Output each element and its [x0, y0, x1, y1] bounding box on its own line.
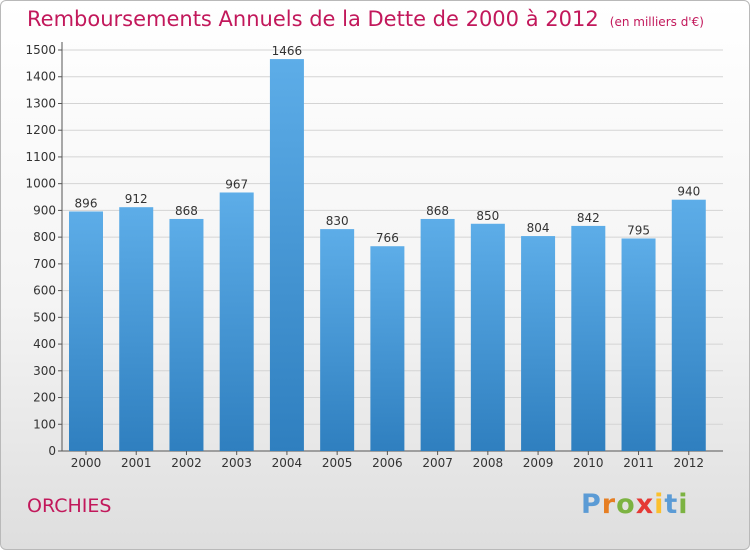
- x-tick-label: 2004: [272, 456, 303, 470]
- chart-title: Remboursements Annuels de la Dette de 20…: [27, 7, 599, 31]
- bar-value-label: 842: [577, 211, 600, 225]
- bar-value-label: 850: [476, 209, 499, 223]
- logo-letter: t: [664, 489, 679, 520]
- x-tick-label: 2002: [171, 456, 202, 470]
- x-tick-label: 2003: [221, 456, 252, 470]
- y-tick-label: 700: [33, 257, 56, 271]
- bar-value-label: 912: [125, 192, 148, 206]
- bar-value-label: 967: [225, 177, 248, 191]
- bar: [420, 218, 455, 451]
- logo-letter: i: [678, 489, 689, 520]
- bar-value-label: 766: [376, 231, 399, 245]
- x-tick-label: 2006: [372, 456, 403, 470]
- y-tick-label: 600: [33, 284, 56, 298]
- x-tick-label: 2012: [673, 456, 704, 470]
- x-tick-label: 2008: [473, 456, 504, 470]
- x-tick-label: 2000: [71, 456, 102, 470]
- x-tick-label: 2001: [121, 456, 152, 470]
- bar-value-label: 940: [677, 185, 700, 199]
- logo-letter: x: [635, 489, 655, 520]
- y-tick-label: 0: [48, 444, 56, 458]
- y-tick-label: 1400: [25, 70, 56, 84]
- bar-value-label: 1466: [272, 44, 303, 58]
- x-tick-label: 2010: [573, 456, 604, 470]
- y-tick-label: 300: [33, 364, 56, 378]
- chart-unit: (en milliers d'€): [609, 15, 704, 29]
- y-tick-label: 900: [33, 203, 56, 217]
- bar-value-label: 795: [627, 223, 650, 237]
- bar: [370, 246, 405, 451]
- logo-letter: P: [581, 489, 602, 520]
- bar: [470, 223, 505, 451]
- bar: [69, 211, 103, 451]
- logo-letter: r: [601, 489, 617, 520]
- bar: [521, 236, 556, 451]
- commune-name: ORCHIES: [27, 495, 112, 517]
- logo-letter: o: [616, 489, 636, 520]
- y-tick-label: 1100: [25, 150, 56, 164]
- bar: [571, 225, 606, 451]
- y-tick-label: 1300: [25, 96, 56, 110]
- bar: [671, 199, 706, 451]
- y-tick-label: 800: [33, 230, 56, 244]
- y-tick-label: 200: [33, 391, 56, 405]
- bar: [119, 207, 154, 451]
- bar-value-label: 830: [326, 214, 349, 228]
- bar-value-label: 868: [175, 204, 198, 218]
- bar: [320, 229, 355, 451]
- bar: [269, 59, 304, 452]
- y-tick-label: 100: [33, 417, 56, 431]
- y-tick-label: 1500: [25, 43, 56, 57]
- x-tick-label: 2007: [422, 456, 453, 470]
- bar-value-label: 868: [426, 204, 449, 218]
- y-tick-label: 400: [33, 337, 56, 351]
- bar: [169, 218, 204, 451]
- x-tick-label: 2005: [322, 456, 353, 470]
- x-tick-label: 2011: [623, 456, 654, 470]
- bar: [621, 238, 656, 451]
- bar-value-label: 896: [75, 196, 98, 210]
- logo-letter: i: [654, 489, 665, 520]
- bar-value-label: 804: [527, 221, 550, 235]
- y-tick-label: 500: [33, 310, 56, 324]
- x-tick-label: 2009: [523, 456, 554, 470]
- chart-title-block: Remboursements Annuels de la Dette de 20…: [27, 7, 704, 31]
- bar: [219, 192, 254, 452]
- y-tick-label: 1200: [25, 123, 56, 137]
- y-tick-label: 1000: [25, 177, 56, 191]
- proxiti-logo: Proxiti: [581, 489, 689, 520]
